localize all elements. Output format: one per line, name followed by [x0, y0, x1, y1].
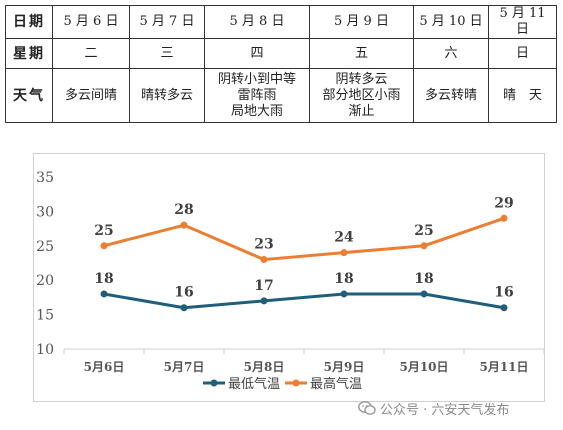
y-tick-label: 10: [36, 342, 54, 358]
weather-cell: 多云间晴: [52, 68, 130, 123]
data-point: [260, 256, 268, 264]
data-point: [260, 297, 268, 305]
data-label: 25: [94, 223, 113, 239]
row-header-weather: 天气: [5, 68, 53, 123]
date-cell: 5 月 8 日: [204, 5, 310, 39]
chart-frame: [33, 153, 545, 402]
legend-label: 最低气温: [228, 376, 280, 392]
weather-cell: 阴转多云 部分地区小雨 渐止: [309, 68, 414, 123]
weekday-cell: 四: [204, 38, 310, 69]
data-label: 24: [334, 230, 354, 246]
legend-label: 最高气温: [310, 376, 362, 392]
y-tick-label: 35: [36, 170, 54, 186]
data-point: [180, 304, 188, 312]
data-label: 18: [414, 271, 433, 287]
y-tick-label: 30: [36, 204, 54, 220]
data-label: 25: [414, 223, 433, 239]
data-point: [340, 290, 348, 298]
data-point: [100, 290, 108, 298]
data-label: 16: [174, 285, 193, 301]
weather-cell: 阴转小到中等 雷阵雨 局地大雨: [204, 68, 310, 123]
x-tick-label: 5月7日: [164, 360, 205, 374]
legend-swatch-marker: [210, 379, 218, 387]
data-label: 18: [334, 271, 353, 287]
data-point: [340, 249, 348, 257]
watermark: 公众号 · 六安天气发布: [358, 397, 509, 419]
x-tick-label: 5月10日: [399, 360, 448, 374]
y-tick-label: 15: [36, 308, 54, 324]
data-label: 18: [94, 271, 113, 287]
series-line: [103, 216, 505, 262]
data-label: 28: [174, 202, 193, 218]
weather-cell: 多云转晴: [413, 68, 489, 123]
row-header-weekday: 星期: [5, 38, 53, 69]
wechat-public-account-icon: [358, 401, 376, 415]
data-point: [100, 242, 108, 250]
weather-row: 天气 多云间晴 晴转多云 阴转小到中等 雷阵雨 局地大雨 阴转多云 部分地区小雨…: [5, 68, 557, 123]
data-point: [180, 221, 188, 229]
legend-swatch-marker: [292, 379, 300, 387]
x-tick-label: 5月11日: [479, 360, 528, 374]
data-label: 17: [254, 278, 273, 294]
data-point: [420, 242, 428, 250]
data-label: 16: [494, 285, 513, 301]
weekday-cell: 三: [129, 38, 205, 69]
weather-cell: 晴 天: [488, 68, 557, 123]
date-cell: 5 月 11 日: [488, 5, 557, 39]
data-point: [500, 214, 508, 222]
y-tick-label: 25: [36, 239, 54, 255]
data-point: [420, 290, 428, 298]
data-point: [500, 304, 508, 312]
data-label: 29: [494, 195, 513, 211]
row-header-date: 日期: [5, 5, 53, 39]
weekday-cell: 日: [488, 38, 557, 69]
date-row: 日期 5 月 6 日 5 月 7 日 5 月 8 日 5 月 9 日 5 月 1…: [5, 5, 557, 39]
x-tick-label: 5月8日: [244, 360, 285, 374]
forecast-table: 日期 5 月 6 日 5 月 7 日 5 月 8 日 5 月 9 日 5 月 1…: [5, 5, 557, 123]
series-line: [103, 292, 505, 310]
data-label: 23: [254, 237, 273, 253]
x-tick-label: 5月6日: [84, 360, 125, 374]
date-cell: 5 月 6 日: [52, 5, 130, 39]
y-tick-label: 20: [36, 273, 54, 289]
x-tick-label: 5月9日: [324, 360, 365, 374]
watermark-text: 公众号 · 六安天气发布: [380, 402, 510, 418]
